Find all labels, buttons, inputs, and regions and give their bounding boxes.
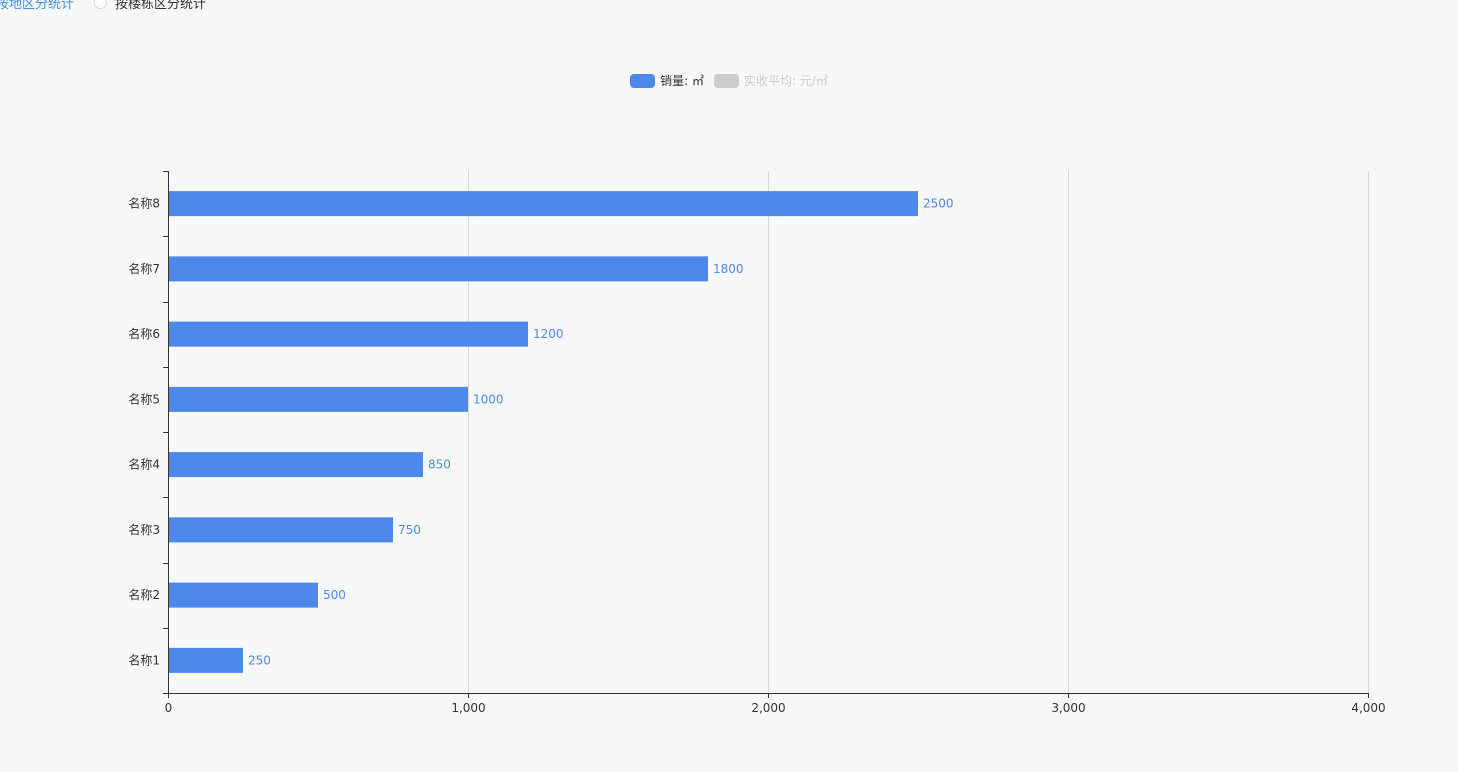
legend-label-sales: 销量: ㎡: [660, 74, 704, 88]
y-category-label: 名称2: [128, 587, 160, 602]
y-category-label: 名称3: [128, 522, 160, 537]
x-tick-label: 2,000: [751, 701, 785, 715]
y-category-label: 名称7: [128, 261, 160, 276]
bar: [169, 321, 528, 347]
bar: [169, 191, 918, 217]
bar-data-label: 250: [248, 653, 271, 667]
bar-data-label: 750: [398, 523, 421, 537]
y-category-label: 名称6: [128, 326, 160, 341]
region-stat-option[interactable]: 按地区分统计: [0, 0, 74, 12]
bar-data-label: 1000: [473, 392, 504, 406]
y-category-label: 名称1: [128, 652, 160, 667]
stat-mode-selector: 按地区分统计 按楼栋区分统计: [0, 0, 206, 12]
bar-data-label: 1200: [533, 327, 564, 341]
bar: [169, 517, 393, 543]
y-category-label: 名称4: [128, 457, 160, 472]
bar: [169, 256, 708, 282]
x-tick-label: 3,000: [1051, 701, 1085, 715]
legend-item-sales[interactable]: 销量: ㎡: [630, 72, 704, 89]
radio-circle-icon[interactable]: [94, 0, 108, 9]
chart-legend: 销量: ㎡ 实收平均: 元/㎡: [0, 72, 1458, 89]
bar-data-label: 850: [428, 458, 451, 472]
bar: [169, 452, 423, 478]
bar-data-label: 500: [323, 588, 346, 602]
bar: [169, 647, 243, 673]
bar-data-label: 1800: [713, 262, 744, 276]
building-stat-option[interactable]: 按楼栋区分统计: [74, 0, 206, 12]
x-tick-label: 1,000: [451, 701, 485, 715]
bar: [169, 582, 318, 608]
legend-swatch-icon: [630, 73, 656, 88]
bar-data-label: 2500: [923, 197, 954, 211]
legend-label-avg-price: 实收平均: 元/㎡: [743, 74, 828, 88]
x-tick-label: 4,000: [1351, 701, 1385, 715]
legend-item-avg-price[interactable]: 实收平均: 元/㎡: [713, 72, 828, 89]
bar: [169, 386, 468, 412]
y-category-label: 名称5: [128, 391, 160, 406]
x-tick-label: 0: [165, 701, 173, 715]
y-category-label: 名称8: [128, 196, 160, 211]
region-stat-label: 按地区分统计: [0, 0, 75, 12]
legend-swatch-icon: [713, 73, 739, 88]
building-stat-label: 按楼栋区分统计: [115, 0, 207, 12]
